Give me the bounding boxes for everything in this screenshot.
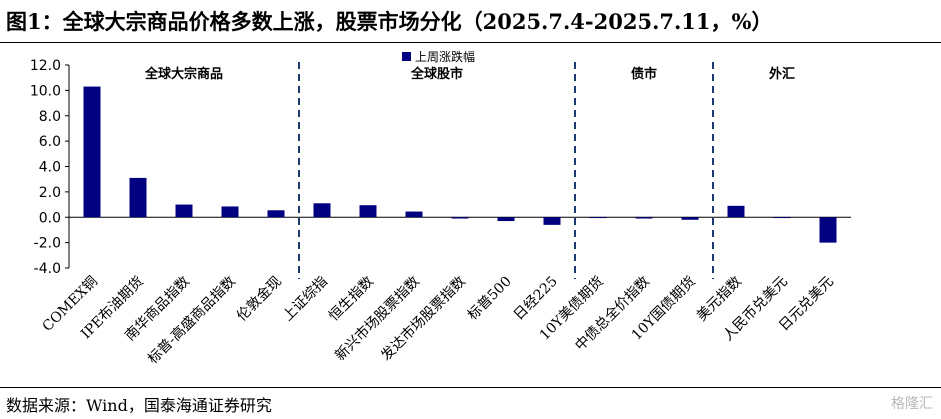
- bar: [543, 217, 561, 225]
- group-label: 全球大宗商品: [144, 66, 223, 82]
- group-label: 外汇: [768, 66, 795, 82]
- bar: [267, 210, 285, 218]
- bar: [175, 204, 193, 218]
- category-label: 新兴市场股票指数: [332, 273, 423, 364]
- source-rule: [0, 387, 941, 388]
- bar: [221, 206, 239, 218]
- bar: [359, 205, 377, 218]
- bar: [819, 217, 837, 243]
- y-tick-label: 6.0: [39, 134, 61, 150]
- category-label: 伦敦金现: [234, 274, 285, 325]
- category-label: 标普500: [465, 274, 515, 324]
- bar: [635, 217, 653, 219]
- y-tick-label: 4.0: [39, 160, 61, 176]
- watermark-logo: 格隆汇: [891, 396, 933, 412]
- bar: [681, 217, 699, 220]
- category-label: 发达市场股票指数: [378, 273, 469, 364]
- bar: [129, 177, 147, 218]
- y-tick-label: 10.0: [30, 83, 61, 99]
- category-label: 上证综指: [280, 274, 331, 325]
- bar: [313, 203, 331, 218]
- bar: [497, 217, 515, 222]
- group-label: 全球股市: [410, 66, 463, 82]
- title-rule: [0, 42, 941, 43]
- y-tick-label: 0.0: [39, 210, 61, 226]
- group-label: 债市: [631, 66, 657, 82]
- bar-chart: 12.0 10.0 8.0 6.0 4.0 2.0 0.0 -2.0 -4.0 全球大宗商品 全球股…: [30, 49, 851, 368]
- legend-swatch: [402, 52, 411, 61]
- y-tick-label: 2.0: [39, 185, 61, 201]
- y-tick-label: 8.0: [39, 109, 61, 125]
- bar: [773, 217, 791, 219]
- figure-title: 图1：全球大宗商品价格多数上涨，股票市场分化（2025.7.4-2025.7.1…: [6, 9, 773, 34]
- bar: [727, 205, 745, 218]
- legend-label: 上周涨跌幅: [415, 49, 475, 64]
- bar: [451, 217, 469, 219]
- bar: [405, 211, 423, 218]
- y-tick-label: -2.0: [34, 236, 61, 252]
- source-note: 数据来源：Wind，国泰海通证券研究: [6, 396, 272, 415]
- bar: [83, 86, 101, 218]
- category-label: 标普-高盛商品指数: [144, 273, 239, 368]
- y-tick-label: -4.0: [34, 261, 61, 277]
- bar: [589, 217, 607, 219]
- y-tick-label: 12.0: [30, 58, 61, 74]
